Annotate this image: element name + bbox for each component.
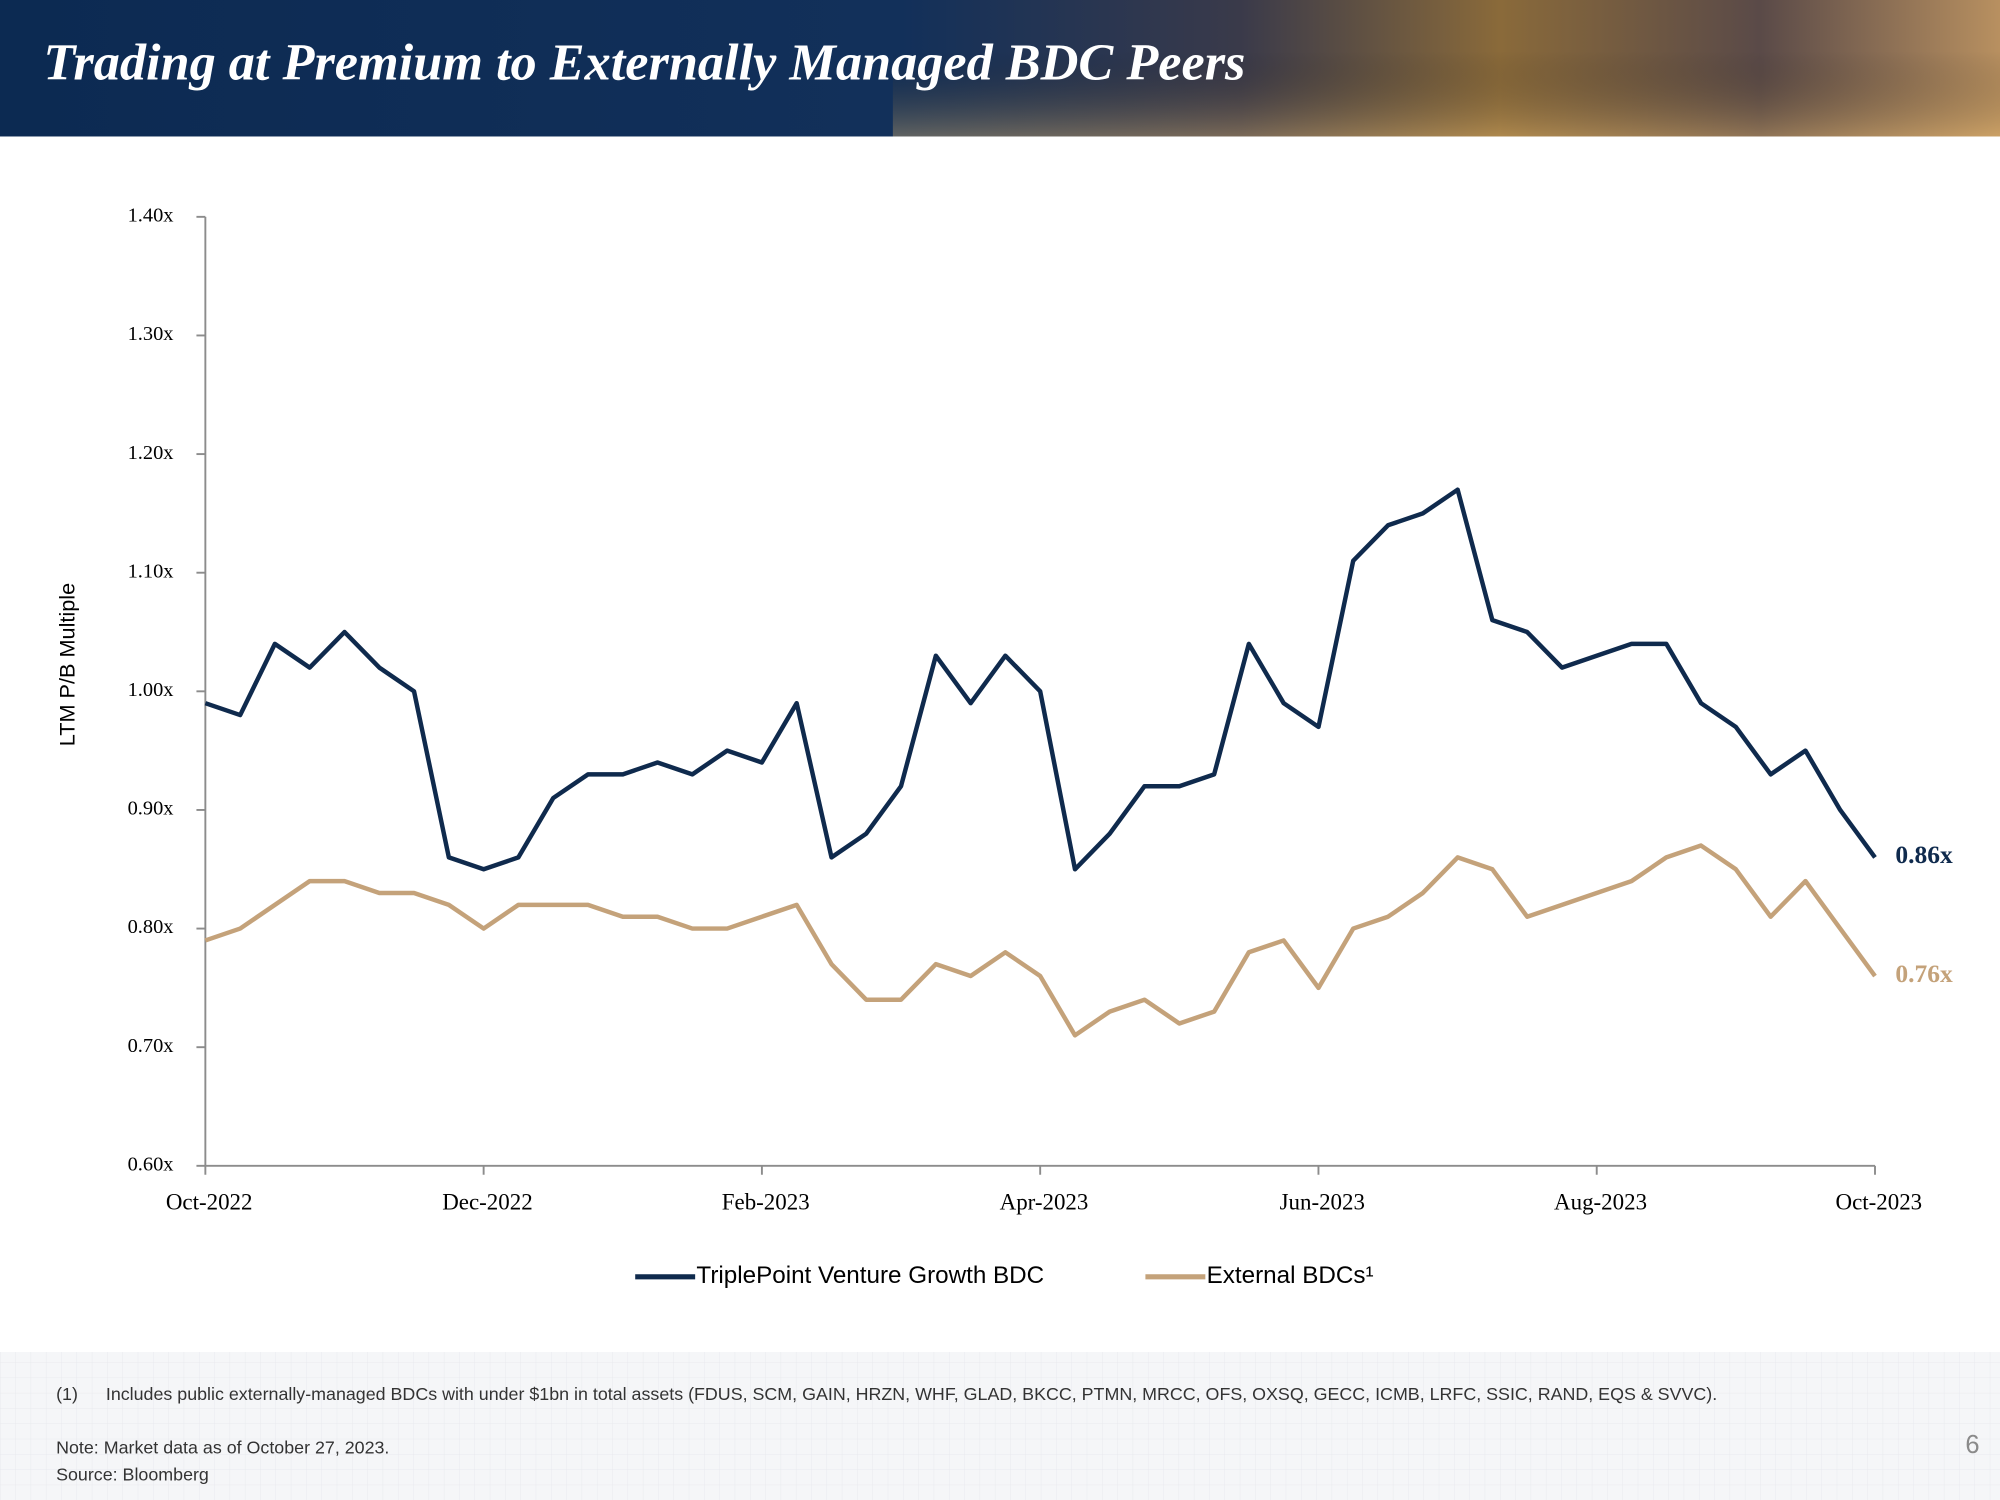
- y-tick-label: 1.00x: [128, 679, 174, 701]
- x-tick-label: Oct-2023: [1836, 1189, 1923, 1214]
- y-tick-label: 1.20x: [128, 442, 174, 464]
- series-line: [204, 843, 1877, 1038]
- footer-pattern: [0, 1352, 2000, 1500]
- y-tick-label: 1.40x: [128, 205, 174, 227]
- x-tick-label: Jun-2023: [1280, 1189, 1365, 1214]
- footnote-marker: (1): [56, 1384, 78, 1404]
- y-tick-label: 0.80x: [128, 916, 174, 938]
- y-axis-title: LTM P/B Multiple: [55, 583, 80, 746]
- y-tick-label: 0.90x: [128, 798, 174, 820]
- x-tick-label: Apr-2023: [1000, 1189, 1089, 1214]
- series-line: [204, 487, 1877, 872]
- source: Source: Bloomberg: [56, 1464, 209, 1484]
- end-value-label: 0.86x: [1895, 840, 1953, 869]
- x-tick-label: Aug-2023: [1554, 1189, 1647, 1214]
- footnote: Includes public externally-managed BDCs …: [106, 1384, 1717, 1404]
- plot: 0.60x 0.70x 0.80x 0.90x 1.00x 1.10x 1.20x 1.30x…: [128, 205, 1953, 1290]
- note: Note: Market data as of October 27, 2023…: [56, 1438, 389, 1458]
- legend-label: External BDCs¹: [1207, 1262, 1374, 1289]
- y-tick-label: 1.30x: [128, 323, 174, 345]
- end-value-label: 0.76x: [1895, 959, 1953, 988]
- y-tick-label: 0.70x: [128, 1035, 174, 1057]
- legend-label: TriplePoint Venture Growth BDC: [696, 1262, 1044, 1289]
- header-glow: [892, 51, 2000, 137]
- slide-title: Trading at Premium to Externally Managed…: [43, 34, 1245, 92]
- x-tick-label: Dec-2022: [442, 1189, 532, 1214]
- y-tick-label: 0.60x: [128, 1154, 174, 1176]
- y-tick-label: 1.10x: [128, 560, 174, 582]
- x-tick-label: Oct-2022: [166, 1189, 253, 1214]
- page-number: 6: [1965, 1431, 1979, 1459]
- x-tick-label: Feb-2023: [722, 1189, 810, 1214]
